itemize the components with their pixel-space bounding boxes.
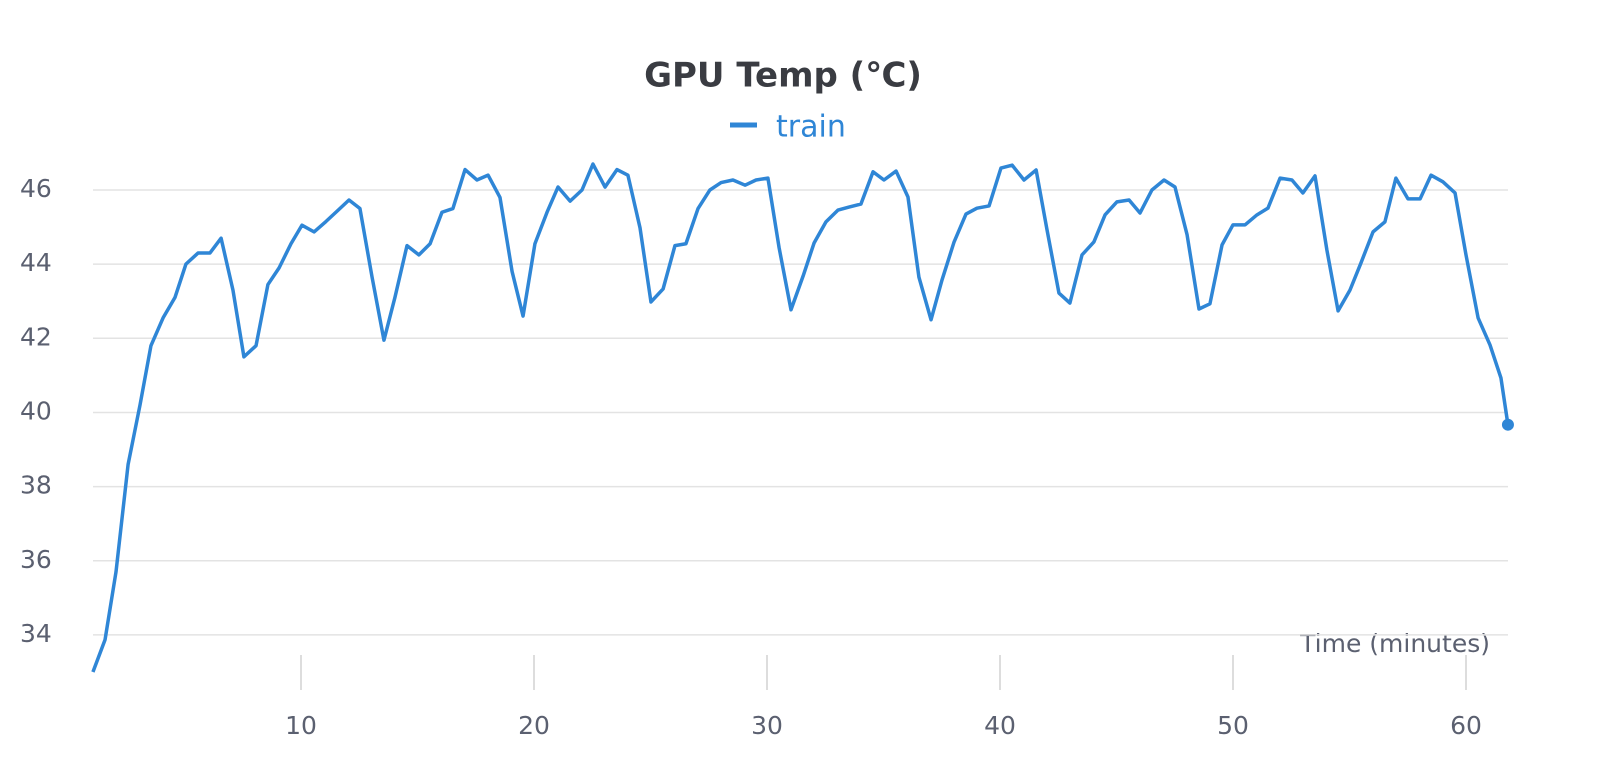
x-tick-label: 30 <box>751 711 783 740</box>
y-tick-label: 40 <box>20 396 52 425</box>
end-point <box>1501 418 1514 431</box>
legend-label: train <box>776 110 846 145</box>
x-axis-title: Time (minutes) <box>1299 629 1490 658</box>
y-tick-label: 38 <box>20 471 52 500</box>
x-tick-label: 20 <box>518 711 550 740</box>
x-tick-label: 50 <box>1217 711 1249 740</box>
chart-title: GPU Temp (℃) <box>644 56 922 96</box>
line <box>91 162 1510 673</box>
y-tick-label: 36 <box>20 545 52 574</box>
x-tick-label: 40 <box>984 711 1016 740</box>
y-tick-label: 42 <box>20 322 52 351</box>
y-tick-label: 34 <box>20 619 52 648</box>
y-tick-label: 46 <box>20 174 52 203</box>
x-tick-label: 10 <box>285 711 317 740</box>
x-tick-label: 60 <box>1450 711 1482 740</box>
y-tick-label: 44 <box>20 248 52 277</box>
